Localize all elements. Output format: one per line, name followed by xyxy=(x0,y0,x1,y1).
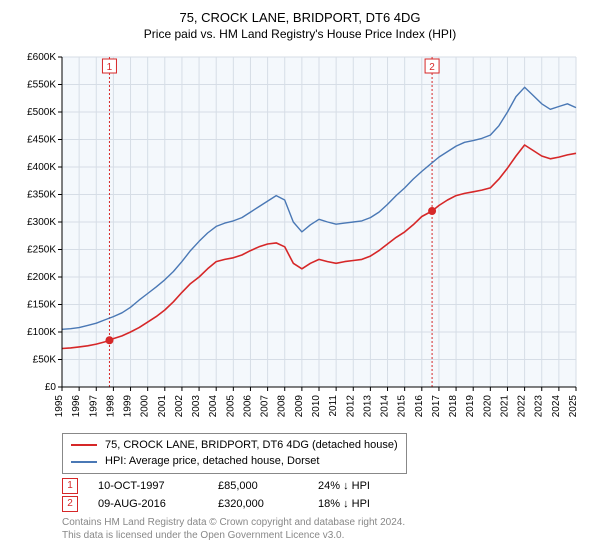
svg-text:£200K: £200K xyxy=(27,272,56,283)
legend-swatch xyxy=(71,444,97,446)
svg-text:2009: 2009 xyxy=(294,394,305,417)
svg-text:2015: 2015 xyxy=(397,394,408,417)
svg-text:2013: 2013 xyxy=(362,394,373,417)
svg-text:2012: 2012 xyxy=(345,394,356,417)
sale-row: 1 10-OCT-1997£85,00024% ↓ HPI xyxy=(62,478,584,494)
svg-text:1999: 1999 xyxy=(123,394,134,417)
svg-text:2006: 2006 xyxy=(242,394,253,417)
svg-text:£250K: £250K xyxy=(27,244,56,255)
sale-marker-number: 1 xyxy=(62,478,78,494)
svg-text:2021: 2021 xyxy=(499,394,510,417)
svg-text:1998: 1998 xyxy=(105,394,116,417)
svg-text:£450K: £450K xyxy=(27,134,56,145)
svg-text:2000: 2000 xyxy=(140,394,151,417)
svg-text:£350K: £350K xyxy=(27,189,56,200)
svg-text:2: 2 xyxy=(429,62,435,73)
svg-text:2001: 2001 xyxy=(157,394,168,417)
legend-item: 75, CROCK LANE, BRIDPORT, DT6 4DG (detac… xyxy=(71,437,398,454)
svg-text:1995: 1995 xyxy=(54,394,65,417)
footer-attribution: Contains HM Land Registry data © Crown c… xyxy=(62,516,584,542)
sale-hpi-diff: 24% ↓ HPI xyxy=(318,480,418,492)
svg-text:£400K: £400K xyxy=(27,162,56,173)
legend-label: HPI: Average price, detached house, Dors… xyxy=(105,453,319,470)
svg-text:£0: £0 xyxy=(45,382,57,393)
line-chart-svg: £0 £50K £100K £150K £200K £250K £300K £350K £400… xyxy=(16,47,584,427)
chart-title: 75, CROCK LANE, BRIDPORT, DT6 4DG xyxy=(16,10,584,27)
sale-marker-number: 2 xyxy=(62,496,78,512)
legend-item: HPI: Average price, detached house, Dors… xyxy=(71,453,398,470)
sale-hpi-diff: 18% ↓ HPI xyxy=(318,498,418,510)
svg-text:2024: 2024 xyxy=(551,394,562,417)
sale-date: 09-AUG-2016 xyxy=(98,498,218,510)
svg-text:2018: 2018 xyxy=(448,394,459,417)
svg-text:£50K: £50K xyxy=(33,354,57,365)
svg-text:£600K: £600K xyxy=(27,52,56,63)
svg-text:2011: 2011 xyxy=(328,394,339,416)
sale-price: £85,000 xyxy=(218,480,318,492)
sale-row: 2 09-AUG-2016£320,00018% ↓ HPI xyxy=(62,496,584,512)
svg-text:2007: 2007 xyxy=(260,394,271,417)
svg-text:1997: 1997 xyxy=(88,394,99,417)
chart-container: 75, CROCK LANE, BRIDPORT, DT6 4DG Price … xyxy=(0,0,600,560)
legend-label: 75, CROCK LANE, BRIDPORT, DT6 4DG (detac… xyxy=(105,437,398,454)
svg-text:£500K: £500K xyxy=(27,107,56,118)
chart-subtitle: Price paid vs. HM Land Registry's House … xyxy=(16,27,584,41)
svg-text:2017: 2017 xyxy=(431,394,442,417)
svg-text:1996: 1996 xyxy=(71,394,82,417)
svg-text:2023: 2023 xyxy=(534,394,545,417)
footer-line: Contains HM Land Registry data © Crown c… xyxy=(62,516,584,529)
svg-text:£100K: £100K xyxy=(27,327,56,338)
sale-price: £320,000 xyxy=(218,498,318,510)
legend: 75, CROCK LANE, BRIDPORT, DT6 4DG (detac… xyxy=(62,433,407,474)
svg-text:£550K: £550K xyxy=(27,79,56,90)
svg-text:2019: 2019 xyxy=(465,394,476,417)
svg-text:2005: 2005 xyxy=(225,394,236,417)
footer-line: This data is licensed under the Open Gov… xyxy=(62,529,584,542)
svg-text:2014: 2014 xyxy=(380,394,391,417)
svg-text:2002: 2002 xyxy=(174,394,185,417)
svg-text:2004: 2004 xyxy=(208,394,219,417)
sale-date: 10-OCT-1997 xyxy=(98,480,218,492)
svg-text:2020: 2020 xyxy=(482,394,493,417)
svg-text:2008: 2008 xyxy=(277,394,288,417)
svg-text:2016: 2016 xyxy=(414,394,425,417)
svg-text:£300K: £300K xyxy=(27,217,56,228)
svg-text:£150K: £150K xyxy=(27,299,56,310)
legend-swatch xyxy=(71,461,97,463)
svg-text:2025: 2025 xyxy=(568,394,579,417)
sales-table: 1 10-OCT-1997£85,00024% ↓ HPI 2 09-AUG-2016… xyxy=(16,478,584,512)
chart-plot-area: £0 £50K £100K £150K £200K £250K £300K £350K £400… xyxy=(16,47,584,427)
svg-text:2010: 2010 xyxy=(311,394,322,417)
svg-text:2003: 2003 xyxy=(191,394,202,417)
svg-text:2022: 2022 xyxy=(517,394,528,417)
svg-text:1: 1 xyxy=(107,62,113,73)
